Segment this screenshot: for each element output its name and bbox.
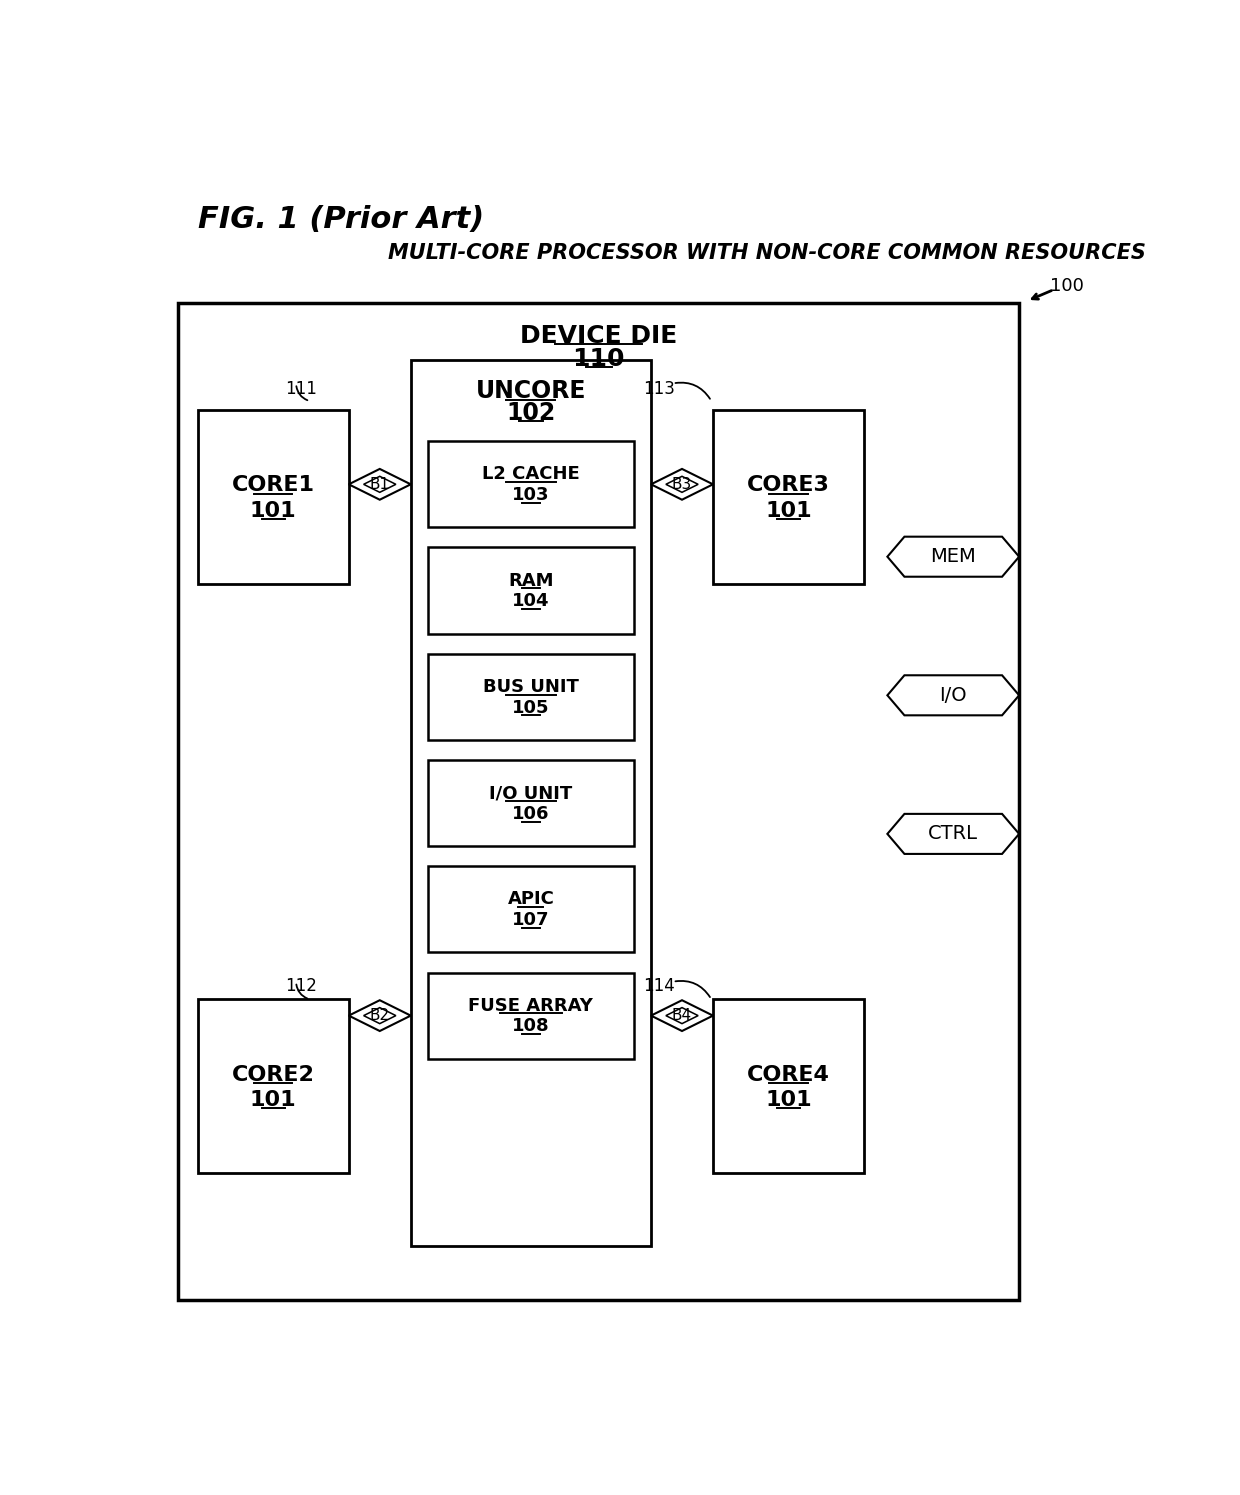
Text: 106: 106 (512, 804, 549, 822)
Bar (428, 547, 634, 634)
Text: I/O UNIT: I/O UNIT (490, 783, 573, 803)
Text: CORE4: CORE4 (748, 1064, 830, 1084)
Text: FUSE ARRAY: FUSE ARRAY (469, 997, 593, 1015)
Text: 100: 100 (1050, 277, 1084, 295)
Bar (713, 1000, 864, 1172)
Text: L2 CACHE: L2 CACHE (482, 465, 580, 483)
Bar (197, 411, 348, 583)
Bar (428, 759, 634, 846)
Text: CORE3: CORE3 (748, 475, 830, 495)
Bar (428, 973, 634, 1058)
Text: 108: 108 (512, 1018, 549, 1036)
Text: 113: 113 (644, 380, 675, 398)
Text: 103: 103 (512, 486, 549, 504)
Text: MEM: MEM (930, 547, 976, 567)
Text: B4: B4 (672, 1008, 692, 1023)
Text: FIG. 1 (Prior Art): FIG. 1 (Prior Art) (197, 205, 484, 233)
Text: 112: 112 (285, 978, 317, 996)
Text: UNCORE: UNCORE (476, 380, 587, 404)
Bar (428, 866, 634, 952)
Text: RAM: RAM (508, 571, 553, 589)
Text: B3: B3 (672, 477, 692, 492)
Bar (428, 441, 634, 528)
Text: 114: 114 (644, 978, 675, 996)
Bar (197, 1000, 348, 1172)
Text: B1: B1 (370, 477, 389, 492)
Text: CORE1: CORE1 (232, 475, 315, 495)
Text: I/O: I/O (940, 686, 967, 704)
Bar (179, 302, 1019, 1299)
Text: 107: 107 (512, 910, 549, 928)
Text: 110: 110 (573, 347, 625, 371)
Text: 101: 101 (250, 1090, 296, 1109)
Text: APIC: APIC (507, 891, 554, 909)
Text: CORE2: CORE2 (232, 1064, 315, 1084)
Bar (428, 653, 634, 740)
Bar (713, 411, 864, 583)
Bar (410, 360, 651, 1245)
Text: DEVICE DIE: DEVICE DIE (520, 324, 677, 348)
Text: 102: 102 (506, 401, 556, 425)
Text: BUS UNIT: BUS UNIT (482, 677, 579, 695)
Text: 101: 101 (765, 1090, 812, 1109)
Text: 105: 105 (512, 698, 549, 716)
Text: B2: B2 (370, 1008, 389, 1023)
Text: 111: 111 (285, 380, 317, 398)
Text: MULTI-CORE PROCESSOR WITH NON-CORE COMMON RESOURCES: MULTI-CORE PROCESSOR WITH NON-CORE COMMO… (387, 242, 1146, 263)
Text: 104: 104 (512, 592, 549, 610)
Text: 101: 101 (250, 501, 296, 520)
Text: CTRL: CTRL (929, 824, 978, 843)
Text: 101: 101 (765, 501, 812, 520)
